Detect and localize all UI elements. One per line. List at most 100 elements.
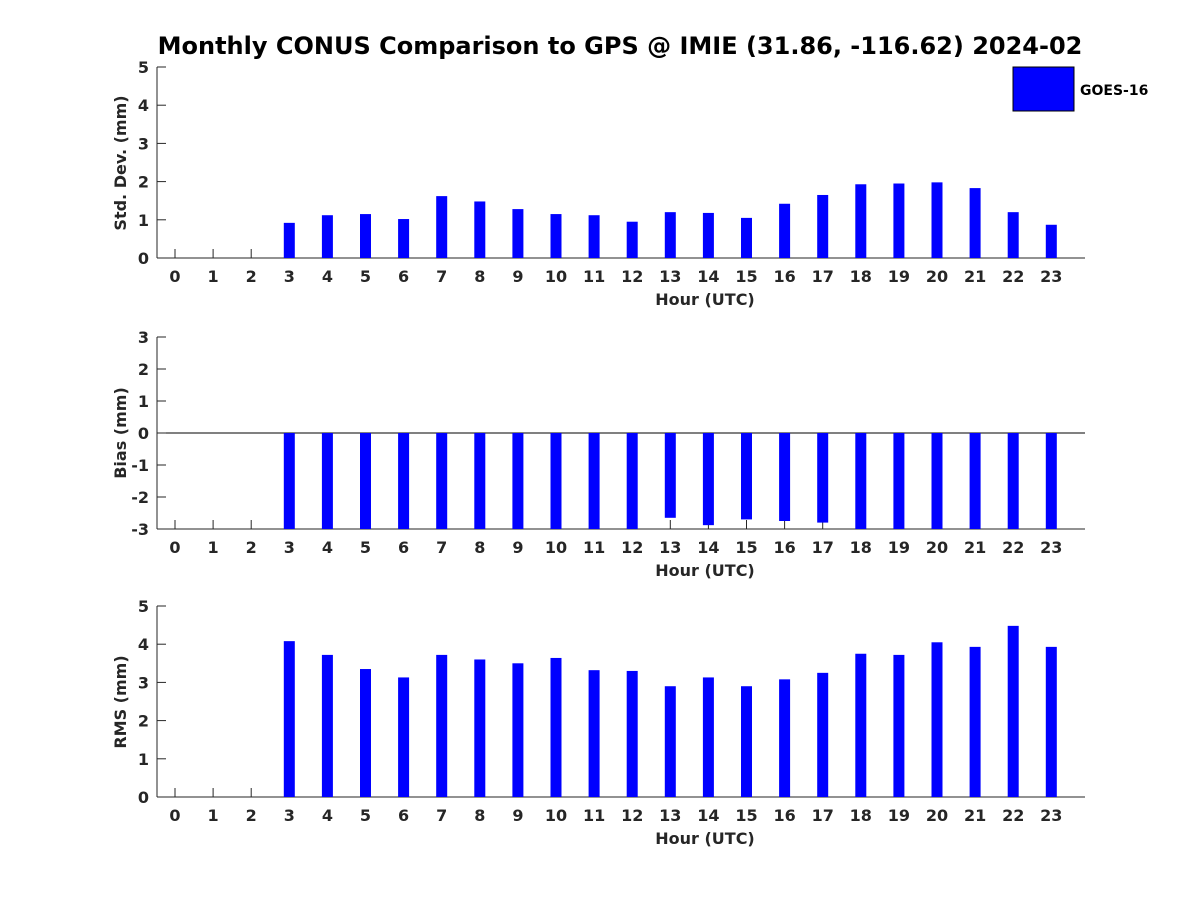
- std-dev-x-tick-label: 14: [697, 267, 719, 286]
- bias-bar: [512, 433, 524, 529]
- bias-y-tick-label: 1: [138, 392, 149, 411]
- bias-y-tick-label: -3: [131, 520, 149, 539]
- std-dev-x-tick-label: 11: [583, 267, 605, 286]
- bias-y-tick-label: 3: [138, 328, 149, 347]
- std-dev-x-tick-label: 0: [169, 267, 180, 286]
- rms-x-tick-label: 6: [398, 806, 409, 825]
- rms-bar: [436, 654, 448, 797]
- std-dev-x-tick-label: 22: [1002, 267, 1024, 286]
- rms-bar: [360, 669, 371, 797]
- bias-x-tick-label: 9: [512, 538, 523, 557]
- rms-x-tick-label: 3: [284, 806, 295, 825]
- rms-bar: [398, 677, 410, 797]
- bias-bar: [550, 433, 562, 529]
- bias-x-tick-label: 6: [398, 538, 409, 557]
- std-dev-x-tick-label: 6: [398, 267, 409, 286]
- bias-bar: [969, 433, 981, 529]
- std-dev-bar: [931, 182, 943, 258]
- bias-x-tick-label: 18: [850, 538, 872, 557]
- rms-x-tick-label: 13: [659, 806, 681, 825]
- bias-bar: [360, 433, 371, 529]
- bias-y-tick-label: -1: [131, 456, 149, 475]
- rms-x-tick-label: 4: [322, 806, 333, 825]
- std-dev-bar: [779, 203, 791, 258]
- rms-x-tick-label: 2: [246, 806, 257, 825]
- bias-bar: [702, 433, 714, 526]
- rms-y-axis-label: RMS (mm): [111, 655, 130, 748]
- std-dev-bar: [436, 196, 448, 258]
- rms-x-tick-label: 11: [583, 806, 605, 825]
- rms-x-tick-label: 15: [735, 806, 757, 825]
- bias-bar: [817, 433, 829, 523]
- rms-x-tick-label: 22: [1002, 806, 1024, 825]
- rms-y-tick-label: 0: [138, 788, 149, 807]
- bias-x-tick-label: 13: [659, 538, 681, 557]
- std-dev-y-tick-label: 2: [138, 173, 149, 192]
- bias-bar: [741, 433, 752, 520]
- std-dev-bar: [626, 221, 638, 258]
- bias-bar: [931, 433, 943, 529]
- rms-x-tick-label: 7: [436, 806, 447, 825]
- rms-bar: [741, 686, 752, 797]
- std-dev-x-tick-label: 7: [436, 267, 447, 286]
- rms-bar: [1045, 646, 1057, 797]
- std-dev-bar: [588, 215, 600, 258]
- rms-x-tick-label: 1: [208, 806, 219, 825]
- rms-x-tick-label: 16: [773, 806, 795, 825]
- std-dev-x-tick-label: 8: [474, 267, 485, 286]
- rms-x-tick-label: 17: [812, 806, 834, 825]
- bias-x-tick-label: 5: [360, 538, 371, 557]
- bias-bar: [588, 433, 600, 529]
- std-dev-bar: [512, 209, 524, 258]
- bias-x-tick-label: 23: [1040, 538, 1062, 557]
- legend: GOES-16: [1012, 66, 1148, 112]
- bias-x-tick-label: 4: [322, 538, 333, 557]
- bias-x-tick-label: 2: [246, 538, 257, 557]
- rms-x-tick-label: 8: [474, 806, 485, 825]
- std-dev-x-tick-label: 19: [888, 267, 910, 286]
- rms-bar: [512, 663, 524, 797]
- rms-bar: [664, 686, 676, 797]
- bias-x-tick-label: 22: [1002, 538, 1024, 557]
- rms-bar: [855, 653, 867, 797]
- std-dev-bar: [1007, 212, 1019, 258]
- std-dev-y-tick-label: 4: [138, 96, 149, 115]
- bias-x-tick-label: 17: [812, 538, 834, 557]
- rms-x-tick-label: 5: [360, 806, 371, 825]
- bias-x-tick-label: 14: [697, 538, 719, 557]
- bias-x-tick-label: 8: [474, 538, 485, 557]
- std-dev-y-tick-label: 0: [138, 249, 149, 268]
- std-dev-bar: [550, 214, 562, 258]
- std-dev-x-tick-label: 12: [621, 267, 643, 286]
- bias-bar: [664, 433, 676, 518]
- rms-bar: [550, 657, 562, 797]
- std-dev-bar: [664, 212, 676, 258]
- rms-y-tick-label: 2: [138, 712, 149, 731]
- bias-y-tick-label: -2: [131, 488, 149, 507]
- std-dev-y-tick-label: 1: [138, 211, 149, 230]
- std-dev-x-tick-label: 16: [773, 267, 795, 286]
- rms-x-tick-label: 9: [512, 806, 523, 825]
- std-dev-bar: [283, 222, 295, 258]
- legend-swatch: [1012, 66, 1075, 112]
- bias-bar: [893, 433, 905, 529]
- std-dev-x-tick-label: 23: [1040, 267, 1062, 286]
- std-dev-x-tick-label: 2: [246, 267, 257, 286]
- rms-x-tick-label: 0: [169, 806, 180, 825]
- std-dev-x-tick-label: 13: [659, 267, 681, 286]
- std-dev-x-tick-label: 18: [850, 267, 872, 286]
- bias-bar: [626, 433, 638, 529]
- bias-x-tick-label: 1: [208, 538, 219, 557]
- rms-x-tick-label: 20: [926, 806, 948, 825]
- rms-bar: [588, 670, 600, 797]
- rms-bar: [474, 659, 486, 797]
- rms-bar: [893, 654, 905, 797]
- std-dev-y-tick-label: 3: [138, 134, 149, 153]
- bias-x-tick-label: 7: [436, 538, 447, 557]
- bias-bar: [283, 433, 295, 529]
- rms-bar: [817, 672, 829, 797]
- std-dev-bar: [360, 214, 371, 258]
- std-dev-x-tick-label: 20: [926, 267, 948, 286]
